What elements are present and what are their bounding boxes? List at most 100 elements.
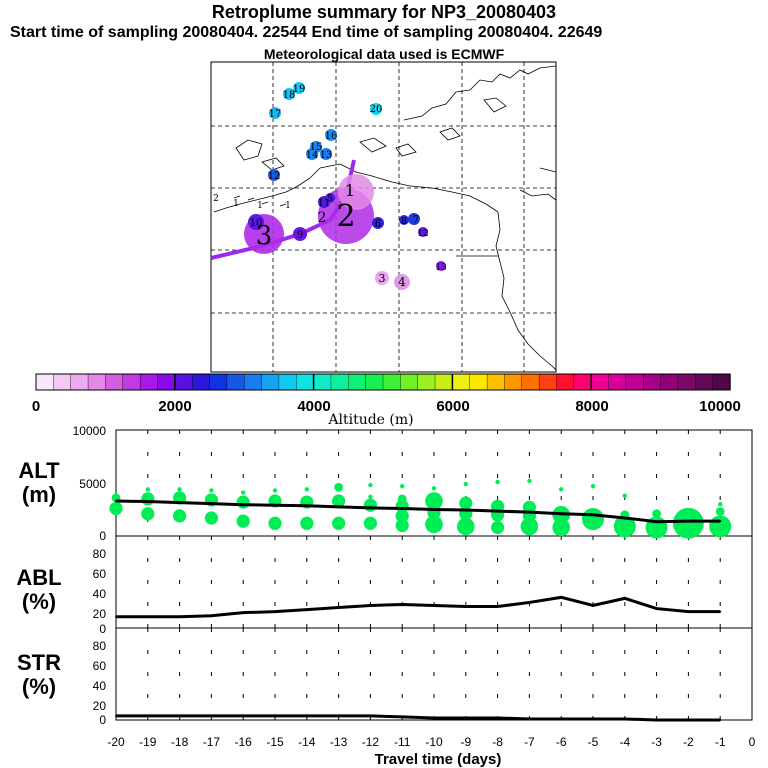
colorbar-swatch	[70, 373, 89, 391]
x-tick: -11	[394, 735, 411, 749]
str-yticks: 80 60 40 20 0	[93, 639, 107, 727]
colorbar-swatch	[105, 373, 124, 391]
abl-point	[433, 604, 435, 607]
colorbar-swatch	[348, 373, 367, 391]
str-point	[655, 719, 658, 721]
colorbar-swatch	[261, 373, 280, 391]
x-tick: -6	[556, 735, 567, 749]
abl-point	[146, 615, 149, 618]
map-label-1: 1	[345, 181, 355, 200]
abl-point	[719, 610, 722, 613]
alt-cluster-point	[527, 478, 532, 484]
colorbar-swatch	[330, 373, 350, 391]
map-label-9: 9	[297, 230, 303, 241]
alt-cluster-point	[495, 479, 500, 485]
str-point	[719, 719, 722, 721]
colorbar-tick-2000: 2000	[158, 398, 191, 415]
alt-cluster-point	[395, 509, 409, 523]
cluster-marker-17	[269, 107, 281, 119]
str-point	[687, 719, 690, 721]
map-label-13b: 13	[435, 263, 447, 273]
colorbar-swatch	[122, 373, 141, 391]
x-axis-label: Travel time (days)	[375, 751, 502, 768]
cluster-marker-8	[399, 215, 409, 225]
alt-cluster-point	[400, 483, 405, 489]
cluster-marker-12	[268, 169, 280, 181]
alt-cluster-point	[241, 490, 246, 495]
colorbar-swatch	[139, 373, 159, 391]
cluster-marker-16	[325, 129, 337, 141]
map-cluster-markers	[244, 82, 446, 290]
cluster-marker-13b	[436, 261, 446, 271]
colorbar-swatch	[35, 373, 55, 391]
alt-cluster-point	[334, 482, 343, 492]
str-point	[115, 714, 117, 717]
colorbar-swatch	[452, 373, 471, 391]
map-label-20: 20	[370, 104, 383, 115]
map-label-4: 4	[398, 275, 406, 289]
abl-point	[242, 611, 245, 614]
str-line-points	[115, 714, 722, 721]
colorbar-swatch	[382, 373, 402, 391]
coastlines	[213, 65, 556, 371]
abl-point	[560, 596, 563, 599]
colorbar-swatch	[573, 373, 592, 391]
colorbar-swatch	[695, 373, 714, 391]
x-tick: -18	[171, 735, 189, 749]
abl-yticks: 80 60 40 20 0	[93, 547, 107, 636]
colorbar-swatch	[660, 373, 679, 391]
alt-cluster-point	[368, 494, 373, 499]
map-label-18: 18	[283, 90, 296, 101]
colorbar-tick-8000: 8000	[575, 398, 608, 415]
x-tick: -9	[460, 735, 471, 749]
colorbar-swatch	[400, 373, 419, 391]
alt-cluster-point	[300, 516, 314, 530]
x-tick: -1	[715, 735, 726, 749]
colorbar-swatch	[87, 373, 107, 391]
x-tick: -16	[235, 735, 253, 749]
abl-point	[687, 610, 690, 613]
x-tick: -15	[266, 735, 284, 749]
map-label-16: 16	[325, 131, 338, 142]
str-ytick-20: 20	[93, 699, 107, 713]
abl-point	[464, 605, 467, 608]
alt-cluster-point	[368, 482, 373, 488]
colorbar-swatch	[296, 373, 315, 391]
cluster-marker-15	[310, 141, 322, 153]
colorbar-swatch	[365, 373, 384, 391]
colorbar-swatch	[174, 373, 193, 391]
colorbar-swatch	[278, 373, 297, 391]
colorbar-swatch	[538, 373, 558, 391]
colorbar-swatch	[712, 373, 731, 391]
alt-point	[210, 502, 213, 505]
str-point	[337, 714, 340, 717]
alt-point	[623, 516, 626, 519]
abl-ytick-20: 20	[93, 607, 107, 621]
x-tick: -19	[139, 735, 157, 749]
alt-cluster-point	[363, 516, 377, 530]
alt-yticks: 10000 5000 0	[73, 424, 107, 543]
map-label-2b: 2	[318, 210, 327, 226]
x-tick: -3	[651, 735, 662, 749]
str-point	[305, 714, 308, 717]
abl-line-points	[115, 596, 722, 618]
alt-cluster-point	[332, 494, 346, 508]
alt-point	[369, 506, 372, 509]
colorbar-swatch	[504, 373, 523, 391]
alt-point	[687, 520, 690, 523]
map-label-8: 8	[401, 217, 407, 227]
colorbar-tick-4000: 4000	[297, 398, 330, 415]
altitude-colorbar	[35, 373, 731, 391]
str-line	[116, 714, 721, 722]
abl-ytick-80: 80	[93, 547, 107, 561]
alt-cluster-point	[459, 496, 473, 510]
str-point	[242, 714, 245, 717]
map-label-11: 11	[318, 198, 331, 209]
abl-line	[116, 595, 721, 619]
alt-cluster-point	[718, 502, 723, 507]
alt-point	[115, 500, 117, 503]
alt-point	[305, 504, 308, 507]
colorbar-swatch	[625, 373, 644, 391]
cluster-marker-13	[320, 148, 332, 160]
alt-cluster-point	[457, 517, 475, 536]
